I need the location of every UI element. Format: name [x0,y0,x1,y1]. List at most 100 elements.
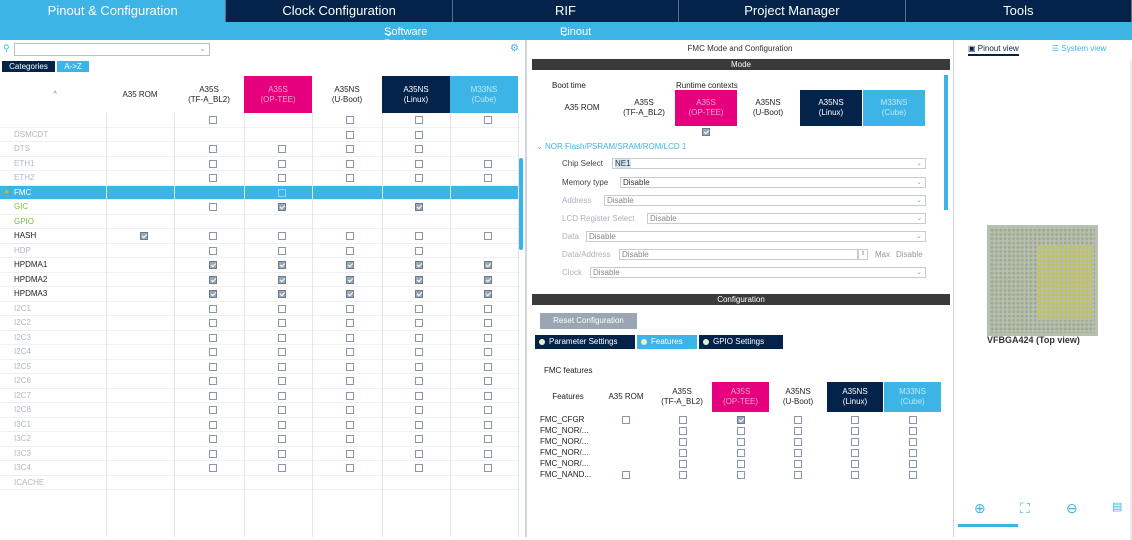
tab-system-view[interactable]: ☰ System view [1052,44,1106,53]
context-checkbox[interactable] [484,362,492,371]
gear-icon[interactable]: ⚙ [510,43,519,54]
context-checkbox[interactable] [209,420,217,429]
feature-checkbox[interactable] [851,438,859,446]
tab-project-manager[interactable]: Project Manager [679,0,906,22]
field-select[interactable]: NE1 ⌄ [612,158,926,169]
context-checkbox[interactable] [140,232,148,240]
feature-checkbox[interactable] [909,460,917,468]
context-checkbox[interactable] [209,406,217,414]
context-checkbox[interactable] [209,261,217,269]
feature-checkbox[interactable] [622,471,630,479]
context-checkbox[interactable] [209,116,217,124]
tab-features[interactable]: Features [637,335,697,349]
context-checkbox[interactable] [484,449,492,458]
context-checkbox[interactable] [346,116,354,124]
table-row[interactable]: ETH1 [0,157,520,171]
feature-checkbox[interactable] [737,460,745,468]
tab-pinout-view[interactable]: ▣ Pinout view [968,44,1019,56]
table-row[interactable]: I2C6 [0,374,520,389]
context-checkbox[interactable] [278,174,286,182]
table-row[interactable]: HPDMA1 [0,258,520,273]
context-checkbox[interactable] [484,377,492,385]
context-checkbox[interactable] [346,449,354,458]
fit-screen-icon[interactable]: ⛶ [1020,500,1030,516]
context-checkbox[interactable] [415,406,423,414]
context-checkbox[interactable] [209,159,217,168]
context-checkbox[interactable] [209,319,217,327]
context-checkbox[interactable] [209,464,217,472]
context-checkbox[interactable] [415,232,423,240]
context-checkbox[interactable] [484,333,492,342]
feature-checkbox[interactable] [737,449,745,457]
feature-checkbox[interactable] [794,460,802,468]
context-checkbox[interactable] [209,275,217,284]
context-checkbox[interactable] [415,377,423,385]
feature-checkbox[interactable] [909,471,917,479]
context-checkbox[interactable] [278,246,286,255]
table-row[interactable]: I2C2 [0,316,520,331]
field-select[interactable]: Disable ⌄ [586,231,926,242]
table-row[interactable]: HPDMA2 [0,273,520,287]
context-checkbox[interactable] [484,159,492,168]
feature-checkbox[interactable] [794,471,802,479]
context-checkbox[interactable] [346,362,354,371]
table-row[interactable]: I3C3 [0,447,520,461]
context-checkbox[interactable] [209,449,217,458]
context-checkbox[interactable] [346,435,354,443]
context-checkbox[interactable] [415,435,423,443]
context-checkbox[interactable] [484,304,492,313]
tab-pinout-configuration[interactable]: Pinout & Configuration [0,0,227,22]
context-checkbox[interactable] [415,319,423,327]
table-row[interactable]: ETH2 [0,171,520,186]
context-checkbox[interactable] [209,174,217,182]
context-checkbox[interactable] [209,333,217,342]
context-checkbox[interactable] [278,275,286,284]
context-checkbox[interactable] [484,290,492,298]
context-checkbox[interactable] [209,304,217,313]
context-checkbox[interactable] [415,246,423,255]
context-checkbox[interactable] [209,290,217,298]
context-checkbox[interactable] [346,130,354,139]
context-checkbox[interactable] [415,159,423,168]
context-checkbox[interactable] [484,232,492,240]
context-checkbox[interactable] [484,464,492,472]
context-checkbox[interactable] [415,145,423,153]
context-checkbox[interactable] [346,348,354,356]
scrollbar[interactable] [1130,60,1132,540]
context-checkbox[interactable] [346,232,354,240]
az-button[interactable]: A->Z [57,61,89,72]
context-checkbox[interactable] [346,377,354,385]
table-row[interactable]: GPIO [0,215,520,229]
field-select[interactable]: Disable ⌄ [620,177,926,188]
context-checkbox[interactable] [209,203,217,211]
context-checkbox[interactable] [415,348,423,356]
context-checkbox[interactable] [346,246,354,255]
table-row[interactable]: FMC ▲ [0,185,520,200]
context-checkbox[interactable] [415,290,423,298]
context-checkbox[interactable] [346,261,354,269]
context-checkbox[interactable] [278,232,286,240]
feature-checkbox[interactable] [851,416,859,424]
table-row[interactable]: ICACHE [0,476,520,490]
table-row[interactable]: I2C1 [0,302,520,316]
table-row[interactable]: I2C7 [0,389,520,403]
context-checkbox[interactable] [346,420,354,429]
optee-enable-checkbox[interactable] [702,128,710,136]
context-checkbox[interactable] [209,145,217,153]
context-checkbox[interactable] [415,464,423,472]
context-checkbox[interactable] [415,116,423,124]
feature-checkbox[interactable] [851,460,859,468]
context-checkbox[interactable] [278,319,286,327]
zoom-in-icon[interactable]: ⊕ [974,500,986,516]
context-checkbox[interactable] [278,348,286,356]
context-checkbox[interactable] [415,449,423,458]
feature-checkbox[interactable] [794,438,802,446]
table-row[interactable]: HPDMA3 [0,287,520,302]
nor-flash-header[interactable]: ⌄ NOR Flash/PSRAM/SRAM/ROM/LCD 1 [536,142,686,151]
feature-checkbox[interactable] [679,416,687,424]
table-row[interactable]: I2C5 [0,360,520,374]
feature-checkbox[interactable] [679,438,687,446]
context-checkbox[interactable] [484,391,492,400]
scrollbar[interactable] [944,75,948,210]
context-checkbox[interactable] [484,275,492,284]
